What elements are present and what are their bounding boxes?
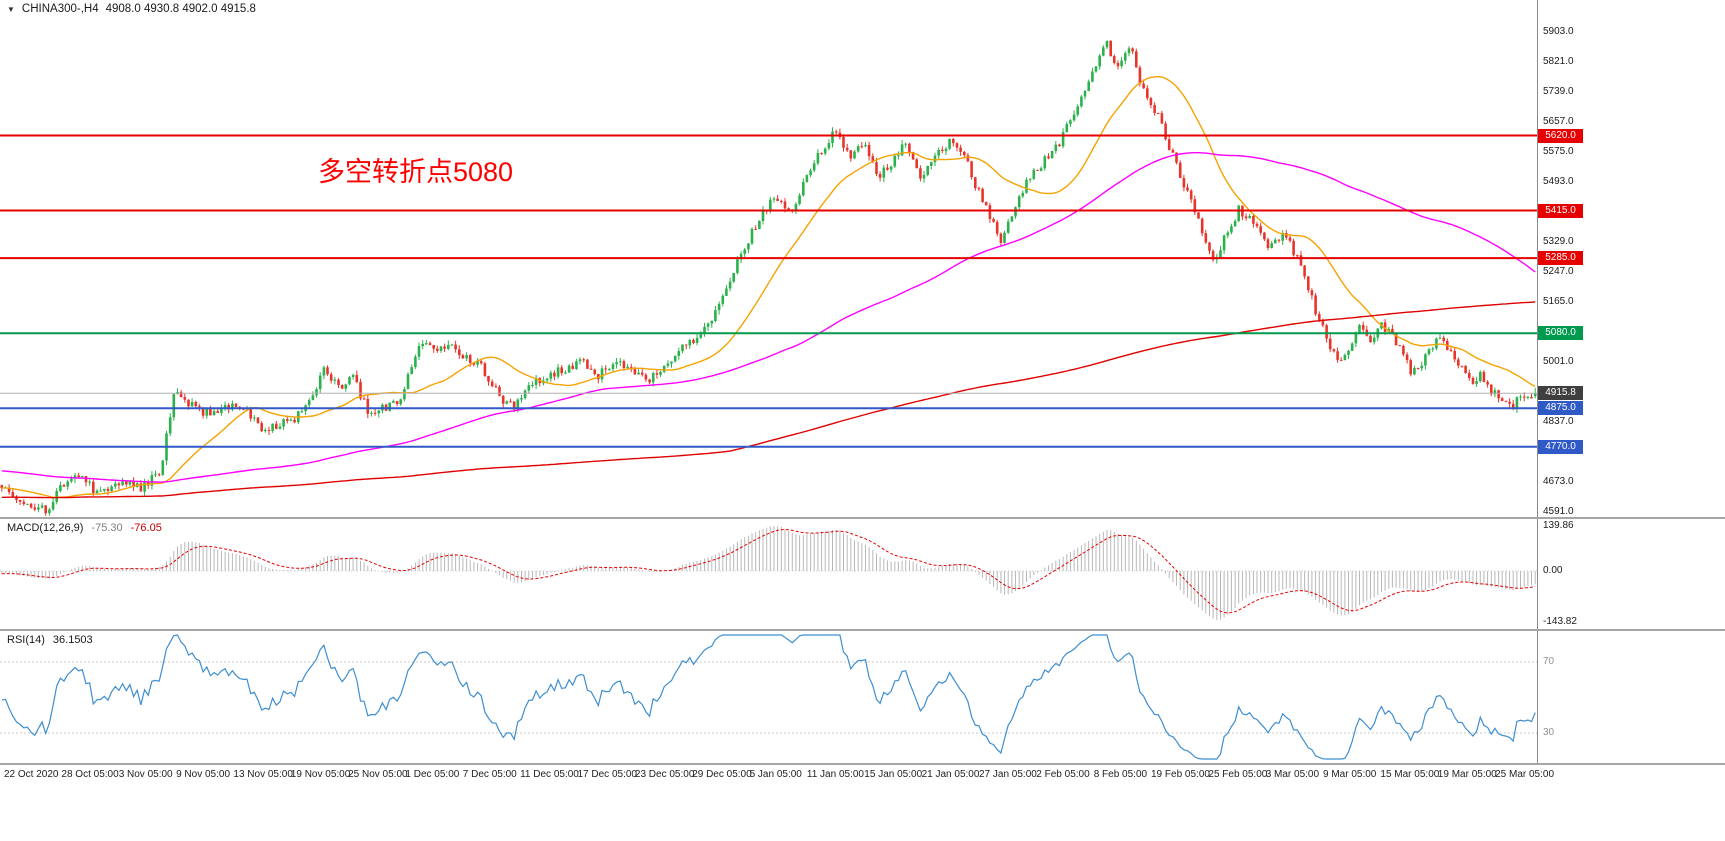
time-axis-label: 11 Jan 05:00 (806, 769, 864, 780)
rsi-name: RSI(14) (7, 634, 45, 646)
time-axis-label: 28 Oct 05:00 (61, 769, 119, 780)
current-price-tag: 4915.8 (1538, 386, 1583, 401)
macd-axis-label: 139.86 (1543, 520, 1574, 531)
rsi-line (1, 634, 1536, 760)
price-axis-label: 5247.0 (1543, 266, 1574, 277)
time-axis-label: 7 Dec 05:00 (462, 769, 517, 780)
time-axis-label: 25 Mar 05:00 (1495, 769, 1555, 780)
time-axis-label: 5 Jan 05:00 (749, 769, 802, 780)
time-axis-label: 8 Feb 05:00 (1093, 769, 1148, 780)
time-axis-label: 9 Mar 05:00 (1323, 769, 1377, 780)
ma-slow-line (1, 301, 1536, 499)
price-axis-label: 5903.0 (1543, 25, 1574, 37)
macd-axis-label: -143.82 (1543, 616, 1577, 627)
panel-separator[interactable] (0, 763, 1725, 765)
price-tag-4770.0: 4770.0 (1538, 439, 1583, 454)
time-axis-label: 15 Mar 05:00 (1380, 769, 1440, 780)
time-axis-label: 19 Nov 05:00 (290, 769, 351, 780)
macd-panel[interactable]: MACD(12,26,9) -75.30 -76.05 139.86 0.00 -1… (0, 519, 1725, 629)
price-axis-label: 5821.0 (1543, 55, 1574, 67)
price-tag-5415.0: 5415.0 (1538, 203, 1583, 218)
rsi-panel[interactable]: RSI(14) 36.1503 70 30 (0, 631, 1725, 763)
time-axis-label: 21 Jan 05:00 (921, 769, 980, 780)
time-axis-label: 25 Feb 05:00 (1208, 769, 1268, 780)
price-chart-panel[interactable]: ▼ CHINA300-,H4 4908.0 4930.8 4902.0 4915… (0, 0, 1725, 517)
rsi-axis-label: 70 (1543, 656, 1555, 667)
rsi-svg[interactable] (0, 631, 1725, 763)
time-axis[interactable]: 22 Oct 2020 28 Oct 05:00 3 Nov 05:00 9 Nov … (0, 765, 1725, 787)
time-axis-label: 23 Dec 05:00 (634, 769, 695, 780)
macd-signal-line (1, 528, 1536, 614)
price-tag-4875.0: 4875.0 (1538, 401, 1583, 416)
time-axis-label: 3 Nov 05:00 (118, 769, 173, 780)
macd-label: MACD(12,26,9) -75.30 -76.05 (7, 522, 162, 534)
macd-value-main: -75.30 (91, 522, 123, 534)
price-axis-label: 5165.0 (1543, 296, 1574, 308)
rsi-value: 36.1503 (52, 634, 93, 646)
price-tag-5080.0: 5080.0 (1538, 326, 1583, 341)
price-axis-label: 5575.0 (1543, 146, 1574, 157)
time-axis-label: 22 Oct 2020 (4, 769, 59, 780)
macd-svg[interactable] (0, 519, 1725, 629)
price-axis-label: 5001.0 (1543, 356, 1574, 368)
time-axis-label: 27 Jan 05:00 (979, 769, 1037, 780)
price-axis-label: 4591.0 (1543, 506, 1574, 518)
time-axis-label: 17 Dec 05:00 (577, 769, 638, 780)
chart-header: ▼ CHINA300-,H4 4908.0 4930.8 4902.0 4915… (7, 3, 256, 15)
candlestick-plot[interactable] (0, 0, 1725, 517)
time-axis-label: 15 Jan 05:00 (864, 769, 923, 780)
price-axis-label: 4673.0 (1543, 476, 1574, 488)
symbol-dropdown-icon[interactable]: ▼ (7, 4, 15, 14)
time-axis-label: 13 Nov 05:00 (233, 769, 293, 780)
price-axis-label: 5739.0 (1543, 85, 1574, 97)
price-tag-5620.0: 5620.0 (1538, 128, 1583, 143)
price-tag-5285.0: 5285.0 (1538, 251, 1583, 266)
macd-name: MACD(12,26,9) (7, 522, 84, 534)
time-axis-label: 2 Feb 05:00 (1036, 769, 1090, 780)
price-chart-svg[interactable] (0, 0, 1725, 517)
time-axis-label: 19 Feb 05:00 (1151, 769, 1210, 780)
time-axis-label: 11 Dec 05:00 (520, 769, 579, 780)
price-axis-label: 5657.0 (1543, 115, 1574, 127)
price-axis-label: 5493.0 (1543, 176, 1574, 187)
rsi-label: RSI(14) 36.1503 (7, 634, 93, 646)
time-axis-label: 3 Mar 05:00 (1265, 769, 1320, 780)
macd-value-signal: -76.05 (130, 522, 162, 534)
time-axis-label: 19 Mar 05:00 (1437, 769, 1497, 780)
symbol-timeframe-label: CHINA300-,H4 (21, 3, 99, 15)
time-axis-label: 25 Nov 05:00 (348, 769, 408, 780)
time-axis-label: 9 Nov 05:00 (176, 769, 231, 780)
price-axis-label: 5329.0 (1543, 236, 1574, 247)
time-axis-label: 1 Dec 05:00 (405, 769, 460, 780)
ma-fast-line (1, 75, 1536, 499)
macd-axis-label: 0.00 (1543, 565, 1563, 576)
rsi-axis-label: 30 (1543, 727, 1555, 738)
rsi-plot[interactable] (0, 631, 1725, 763)
ma-medium-line (1, 151, 1536, 483)
annotation-text: 多空转折点5080 (318, 157, 514, 187)
macd-plot[interactable] (0, 519, 1725, 629)
panel-separator[interactable] (0, 629, 1725, 631)
price-axis-label: 4837.0 (1543, 416, 1574, 428)
ohlc-values: 4908.0 4930.8 4902.0 4915.8 (105, 3, 256, 15)
panel-separator[interactable] (0, 517, 1725, 519)
time-axis-label: 29 Dec 05:00 (692, 769, 752, 780)
